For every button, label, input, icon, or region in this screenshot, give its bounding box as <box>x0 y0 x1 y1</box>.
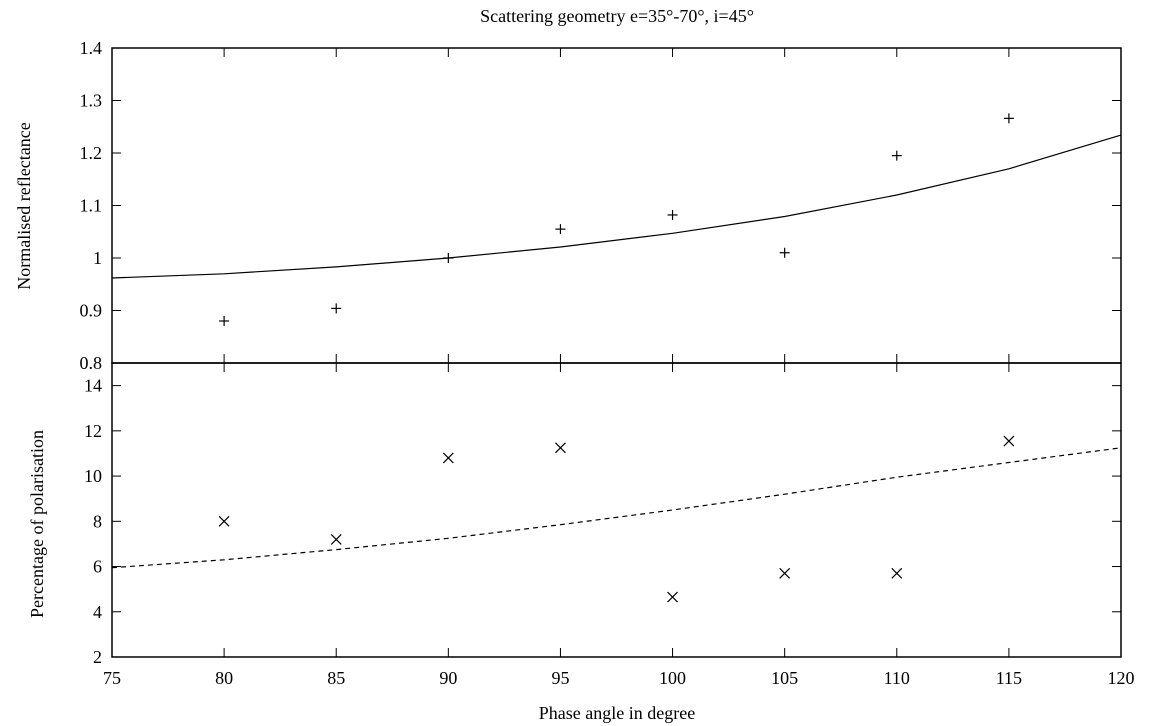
reflectance-data-point <box>1003 113 1014 124</box>
x-tick-label: 95 <box>551 668 569 688</box>
polarisation-data-point <box>330 533 342 545</box>
reflectance-data-point <box>779 247 790 258</box>
polarisation-data-point <box>891 567 903 579</box>
chart-title: Scattering geometry e=35°-70°, i=45° <box>480 6 754 26</box>
x-tick-label: 115 <box>996 668 1022 688</box>
x-tick-label: 100 <box>659 668 686 688</box>
polarisation-data-point <box>555 442 566 454</box>
reflectance-ytick-label: 1.2 <box>80 143 103 163</box>
polarisation-ytick-label: 12 <box>84 421 102 441</box>
x-tick-label: 110 <box>884 668 910 688</box>
reflectance-ytick-label: 1.1 <box>80 196 103 216</box>
x-tick-label: 105 <box>771 668 798 688</box>
reflectance-data-point <box>555 224 566 235</box>
polarisation-data-point <box>218 515 230 527</box>
point-marker-stroke <box>891 567 903 579</box>
reflectance-data-point <box>667 209 678 220</box>
polarisation-ytick-label: 10 <box>84 466 102 486</box>
reflectance-panel-frame <box>111 47 1122 364</box>
x-tick-label: 80 <box>215 668 233 688</box>
x-tick-label: 90 <box>439 668 457 688</box>
reflectance-ytick-label: 0.9 <box>80 301 103 321</box>
polarisation-ytick-label: 14 <box>84 376 102 396</box>
x-tick-label: 75 <box>103 668 121 688</box>
reflectance-data-point <box>331 303 342 314</box>
reflectance-ytick-label: 1.3 <box>80 91 103 111</box>
polarisation-data-point <box>1003 435 1015 447</box>
x-tick-label: 85 <box>327 668 345 688</box>
polarisation-data-point <box>442 452 454 464</box>
polarisation-fit-line <box>111 447 1122 569</box>
point-marker-stroke <box>442 452 454 464</box>
polarisation-ytick-label: 4 <box>93 602 102 622</box>
polarisation-panel-frame <box>111 362 1122 658</box>
y-axis-label-reflectance: Normalised reflectance <box>14 122 34 289</box>
reflectance-ytick-label: 1.4 <box>80 38 103 58</box>
x-tick-label: 120 <box>1108 668 1135 688</box>
point-marker-stroke <box>555 442 566 454</box>
polarisation-ytick-label: 2 <box>93 647 102 667</box>
point-marker-stroke <box>667 591 678 603</box>
point-marker-stroke <box>330 533 342 545</box>
reflectance-ytick-label: 1 <box>93 248 102 268</box>
reflectance-data-point <box>891 150 902 161</box>
reflectance-data-point <box>219 316 230 326</box>
plot-layer: 0.8 0.9 1 1.1 1.2 1.3 1.4 2 4 6 8 10 12 14 75 80 85 90 95 1… <box>80 38 1135 688</box>
reflectance-data-point <box>443 253 454 263</box>
polarisation-data-point <box>667 591 678 603</box>
point-marker-stroke <box>779 567 791 579</box>
reflectance-fit-line <box>111 134 1122 279</box>
polarisation-ytick-label: 6 <box>93 557 102 577</box>
polarisation-ytick-label: 8 <box>93 511 102 531</box>
point-marker-stroke <box>1003 435 1015 447</box>
reflectance-ytick-label: 0.8 <box>80 353 103 373</box>
y-axis-label-polarisation: Percentage of polarisation <box>27 430 47 618</box>
x-axis-label: Phase angle in degree <box>539 703 695 723</box>
polarisation-data-point <box>779 567 791 579</box>
point-marker-stroke <box>218 515 230 527</box>
